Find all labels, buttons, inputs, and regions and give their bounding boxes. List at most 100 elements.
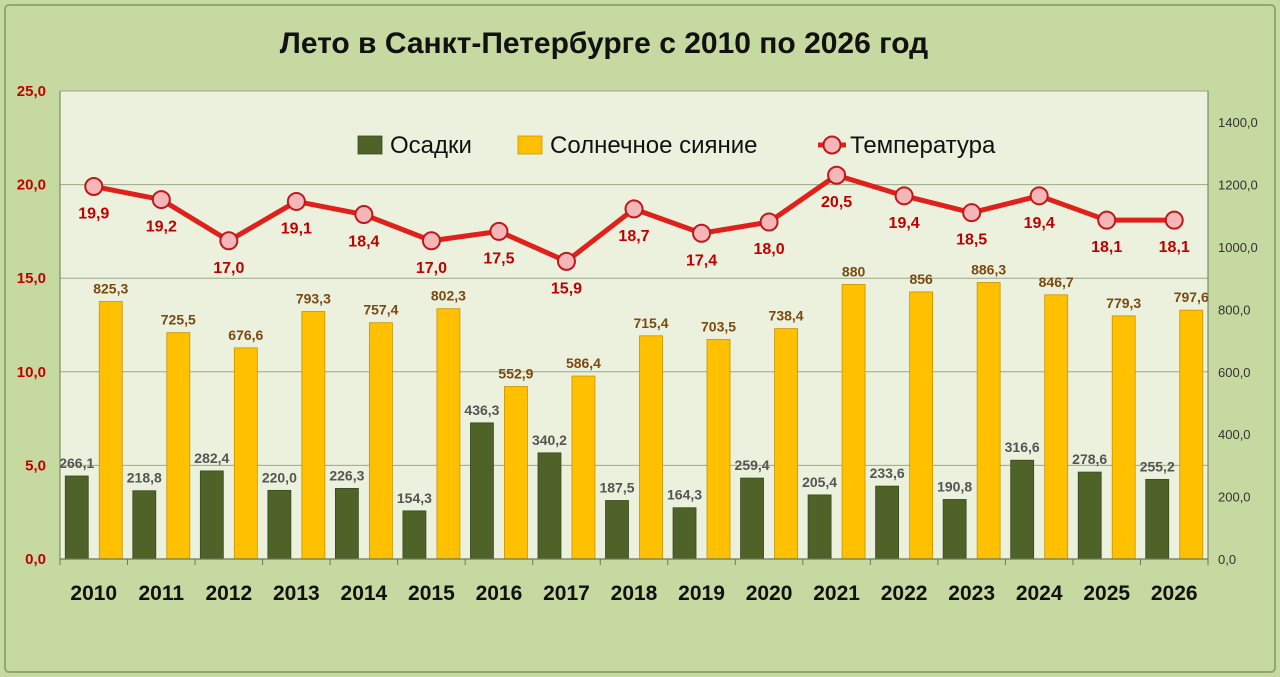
precipitation-label: 233,6 <box>870 465 905 481</box>
sunshine-bar <box>774 328 798 560</box>
right-tick-label: 1400,0 <box>1218 115 1258 130</box>
precipitation-label: 154,3 <box>397 490 432 506</box>
sunshine-label: 825,3 <box>93 281 128 297</box>
x-tick-label: 2011 <box>139 582 185 605</box>
right-tick-label: 0,0 <box>1218 552 1236 567</box>
precipitation-label: 278,6 <box>1072 451 1107 467</box>
temperature-label: 18,1 <box>1159 239 1190 256</box>
sunshine-label: 880 <box>842 263 866 279</box>
x-tick-label: 2014 <box>341 582 388 605</box>
temperature-point <box>151 190 171 210</box>
temperature-label: 18,4 <box>348 234 379 251</box>
x-tick-label: 2023 <box>948 582 995 605</box>
temperature-point <box>894 186 914 206</box>
right-tick-label: 600,0 <box>1218 365 1251 380</box>
temperature-line-layer <box>84 165 1184 271</box>
temperature-point <box>286 191 306 211</box>
right-tick-label: 1200,0 <box>1218 178 1258 193</box>
temperature-point <box>962 203 982 223</box>
sunshine-label: 715,4 <box>633 315 668 331</box>
sunshine-label: 676,6 <box>228 327 263 343</box>
sunshine-bar <box>639 335 663 560</box>
precipitation-label: 340,2 <box>532 432 567 448</box>
sunshine-bar <box>1179 309 1204 560</box>
temperature-point <box>692 223 712 243</box>
sunshine-bar <box>976 282 1001 560</box>
precipitation-bar <box>875 485 900 560</box>
precipitation-label: 164,3 <box>667 487 702 503</box>
x-tick-label: 2018 <box>611 582 658 605</box>
sunshine-bar <box>98 301 123 560</box>
right-tick-label: 400,0 <box>1218 427 1251 442</box>
sunshine-bar <box>841 284 866 560</box>
temperature-point <box>624 199 644 219</box>
precipitation-label: 266,1 <box>59 455 94 471</box>
x-tick-label: 2015 <box>408 582 455 605</box>
precipitation-bar <box>672 507 697 560</box>
right-tick-label: 1000,0 <box>1218 240 1258 255</box>
precipitation-bar <box>1145 478 1170 560</box>
temperature-point <box>827 165 847 185</box>
precipitation-bar <box>740 477 764 560</box>
x-tick-label: 2012 <box>205 582 252 605</box>
sunshine-bar <box>368 322 393 560</box>
bars-layer <box>64 282 1204 560</box>
temperature-point <box>421 231 441 251</box>
precipitation-bar <box>470 422 494 560</box>
sunshine-bar <box>166 332 191 560</box>
sunshine-label: 886,3 <box>971 261 1006 277</box>
sunshine-label: 779,3 <box>1106 295 1141 311</box>
sunshine-label: 757,4 <box>363 302 398 318</box>
precipitation-bar <box>199 470 224 560</box>
precipitation-bar <box>402 510 427 560</box>
data-labels-layer: 266,1 218,8 282,4 220,0 226,3 154,3 436,3 340,2… <box>59 194 1209 506</box>
temperature-label: 18,0 <box>753 241 784 258</box>
left-tick-label: 10,0 <box>17 364 46 381</box>
sunshine-bar <box>436 308 461 560</box>
precipitation-label: 205,4 <box>802 474 837 490</box>
precipitation-bar <box>942 499 967 560</box>
precipitation-label: 255,2 <box>1140 458 1175 474</box>
x-tick-label: 2020 <box>746 582 793 605</box>
temperature-label: 18,1 <box>1091 239 1122 256</box>
precipitation-label: 282,4 <box>194 450 229 466</box>
precipitation-label: 436,3 <box>464 402 499 418</box>
temperature-label: 17,5 <box>483 250 514 267</box>
legend-swatch-precipitation <box>357 135 383 155</box>
temperature-point <box>489 221 509 241</box>
right-tick-label: 200,0 <box>1218 490 1251 505</box>
x-tick-label: 2013 <box>273 582 320 605</box>
sunshine-label: 552,9 <box>498 365 533 381</box>
x-tick-label: 2026 <box>1151 582 1198 605</box>
sunshine-bar <box>706 339 731 560</box>
x-tick-label: 2019 <box>678 582 725 605</box>
sunshine-label: 703,5 <box>701 319 736 335</box>
x-tick-label: 2016 <box>476 582 523 605</box>
sunshine-bar <box>1044 294 1069 560</box>
x-tick-label: 2010 <box>70 582 117 605</box>
precipitation-bar <box>267 489 292 560</box>
precipitation-label: 187,5 <box>599 480 634 496</box>
temperature-label: 20,5 <box>821 194 852 211</box>
left-tick-label: 15,0 <box>17 270 46 287</box>
temperature-point <box>1164 210 1184 230</box>
sunshine-label: 846,7 <box>1039 274 1074 290</box>
temperature-point <box>1097 210 1117 230</box>
temperature-label: 17,0 <box>416 260 447 277</box>
precipitation-bar <box>605 500 629 560</box>
temperature-label: 19,4 <box>889 215 920 232</box>
precipitation-label: 316,6 <box>1005 439 1040 455</box>
precipitation-label: 226,3 <box>329 467 364 483</box>
temperature-label: 19,2 <box>146 219 177 236</box>
left-tick-label: 5,0 <box>25 457 46 474</box>
temperature-point <box>219 231 239 251</box>
temperature-point <box>759 212 779 232</box>
precipitation-bar <box>1010 459 1035 560</box>
temperature-label: 15,9 <box>551 280 582 297</box>
sunshine-label: 797,6 <box>1174 289 1209 305</box>
precipitation-label: 190,8 <box>937 478 972 494</box>
temperature-label: 18,7 <box>618 228 649 245</box>
left-tick-label: 0,0 <box>25 551 46 568</box>
x-tick-label: 2021 <box>813 582 860 605</box>
temperature-point <box>1029 186 1049 206</box>
